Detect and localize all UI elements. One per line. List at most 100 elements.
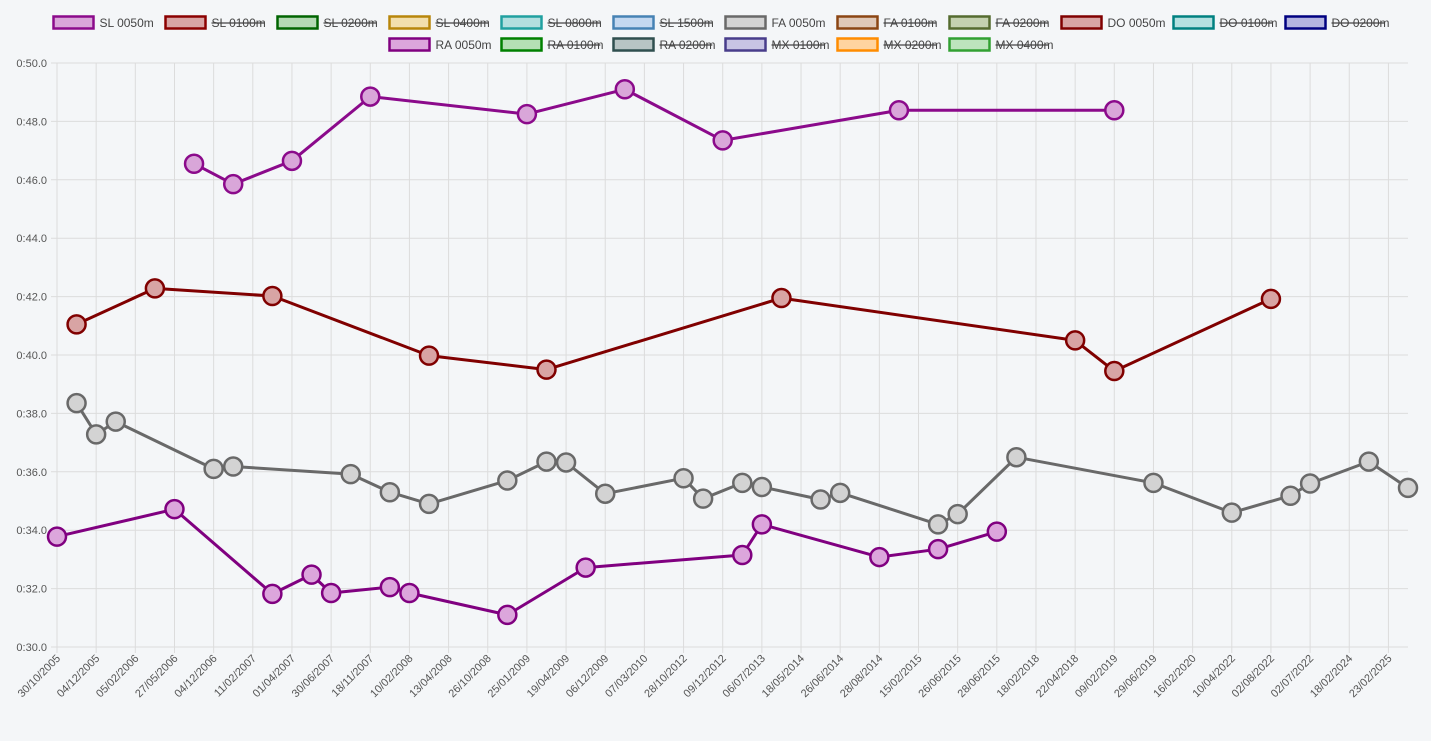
y-tick-label: 0:40.0 (16, 350, 47, 362)
data-point[interactable] (1221, 502, 1243, 523)
data-point[interactable] (222, 456, 244, 477)
data-point[interactable] (262, 583, 283, 605)
data-point[interactable] (927, 538, 949, 560)
data-point[interactable] (85, 424, 107, 445)
data-point[interactable] (751, 476, 773, 498)
data-point[interactable] (66, 392, 87, 414)
legend-label: DO 0050m (1108, 16, 1166, 30)
data-point[interactable] (810, 489, 831, 510)
legend-item[interactable]: RA 0100m (500, 37, 604, 52)
legend-item[interactable]: DO 0200m (1284, 15, 1390, 30)
data-point[interactable] (320, 582, 342, 604)
legend-item[interactable]: RA 0050m (388, 37, 492, 52)
data-point[interactable] (732, 544, 753, 566)
y-axis: 0:30.0 0:32.0 0:34.0 0:36.0 0:38.0 0:40.0 0:42… (16, 58, 47, 654)
y-tick-label: 0:50.0 (16, 58, 47, 70)
y-tick-label: 0:46.0 (16, 175, 47, 187)
data-point[interactable] (869, 546, 890, 568)
legend-item[interactable]: SL 0100m (164, 15, 266, 30)
data-point[interactable] (712, 130, 733, 151)
data-point[interactable] (1064, 330, 1086, 351)
data-point[interactable] (1397, 477, 1419, 499)
legend-swatch (612, 37, 655, 52)
data-point[interactable] (340, 463, 361, 485)
data-point[interactable] (947, 503, 968, 525)
data-point[interactable] (575, 557, 596, 578)
data-point[interactable] (1143, 472, 1164, 494)
data-point[interactable] (379, 481, 401, 503)
data-point[interactable] (1260, 288, 1282, 310)
data-point[interactable] (771, 287, 792, 309)
legend-swatch (948, 37, 991, 52)
legend-label: SL 0050m (100, 16, 154, 30)
data-point[interactable] (497, 470, 518, 491)
data-point[interactable] (732, 472, 753, 494)
legend-item[interactable]: SL 0400m (388, 15, 490, 30)
data-point[interactable] (692, 488, 714, 509)
data-point[interactable] (1104, 360, 1125, 382)
legend-item[interactable]: FA 0100m (836, 15, 938, 30)
data-point[interactable] (418, 493, 440, 515)
legend-item[interactable]: SL 0800m (500, 15, 602, 30)
legend-item[interactable]: FA 0200m (948, 15, 1050, 30)
series-line (75, 402, 1409, 526)
data-point[interactable] (418, 345, 440, 366)
legend-swatch (836, 37, 879, 52)
data-point[interactable] (301, 564, 322, 585)
y-tick-label: 0:32.0 (16, 584, 47, 596)
data-point[interactable] (46, 526, 68, 547)
data-point[interactable] (614, 79, 636, 100)
data-point[interactable] (555, 452, 577, 473)
legend-swatch (836, 15, 879, 30)
legend-item[interactable]: RA 0200m (612, 37, 716, 52)
y-tick-label: 0:36.0 (16, 467, 47, 479)
legend-swatch (948, 15, 991, 30)
legend-item[interactable]: DO 0100m (1172, 15, 1278, 30)
data-point[interactable] (829, 482, 851, 504)
data-point[interactable] (144, 278, 166, 299)
legend-item[interactable]: SL 0050m (52, 15, 154, 30)
legend-item[interactable]: SL 1500m (612, 15, 714, 30)
data-point[interactable] (1006, 446, 1027, 468)
legend-item[interactable]: MX 0400m (948, 37, 1054, 52)
data-point[interactable] (222, 173, 244, 195)
data-point[interactable] (888, 100, 910, 121)
data-point[interactable] (66, 314, 87, 335)
data-point[interactable] (262, 285, 283, 307)
data-point[interactable] (673, 467, 694, 489)
data-point[interactable] (360, 86, 381, 107)
series-do-0050m (66, 278, 1282, 382)
legend-item[interactable]: SL 0200m (276, 15, 378, 30)
legend-item[interactable]: MX 0100m (724, 37, 830, 52)
legend-label: FA 0050m (772, 16, 826, 30)
legend-swatch (1172, 15, 1215, 30)
data-point[interactable] (1280, 485, 1301, 506)
legend-item[interactable]: MX 0200m (836, 37, 942, 52)
data-point[interactable] (183, 153, 205, 174)
data-point[interactable] (536, 451, 557, 472)
legend-swatch (612, 15, 655, 30)
data-point[interactable] (105, 411, 126, 432)
data-point[interactable] (536, 359, 557, 380)
legend-swatch (388, 15, 431, 30)
data-point[interactable] (399, 582, 420, 604)
data-point[interactable] (1104, 100, 1125, 121)
data-point[interactable] (497, 604, 518, 626)
chart-grid (51, 62, 1408, 653)
data-point[interactable] (203, 458, 224, 480)
data-point[interactable] (379, 576, 401, 598)
legend-swatch (1284, 15, 1327, 30)
data-point[interactable] (281, 150, 303, 172)
data-point[interactable] (516, 103, 538, 125)
y-tick-label: 0:34.0 (16, 525, 47, 537)
legend-swatch (500, 37, 543, 52)
data-point[interactable] (751, 514, 773, 535)
data-point[interactable] (927, 514, 949, 535)
data-point[interactable] (164, 498, 185, 520)
data-point[interactable] (1299, 473, 1321, 494)
data-point[interactable] (986, 521, 1008, 542)
data-point[interactable] (1358, 451, 1380, 472)
legend-item[interactable]: FA 0050m (724, 15, 826, 30)
data-point[interactable] (594, 483, 616, 504)
legend-item[interactable]: DO 0050m (1060, 15, 1166, 30)
